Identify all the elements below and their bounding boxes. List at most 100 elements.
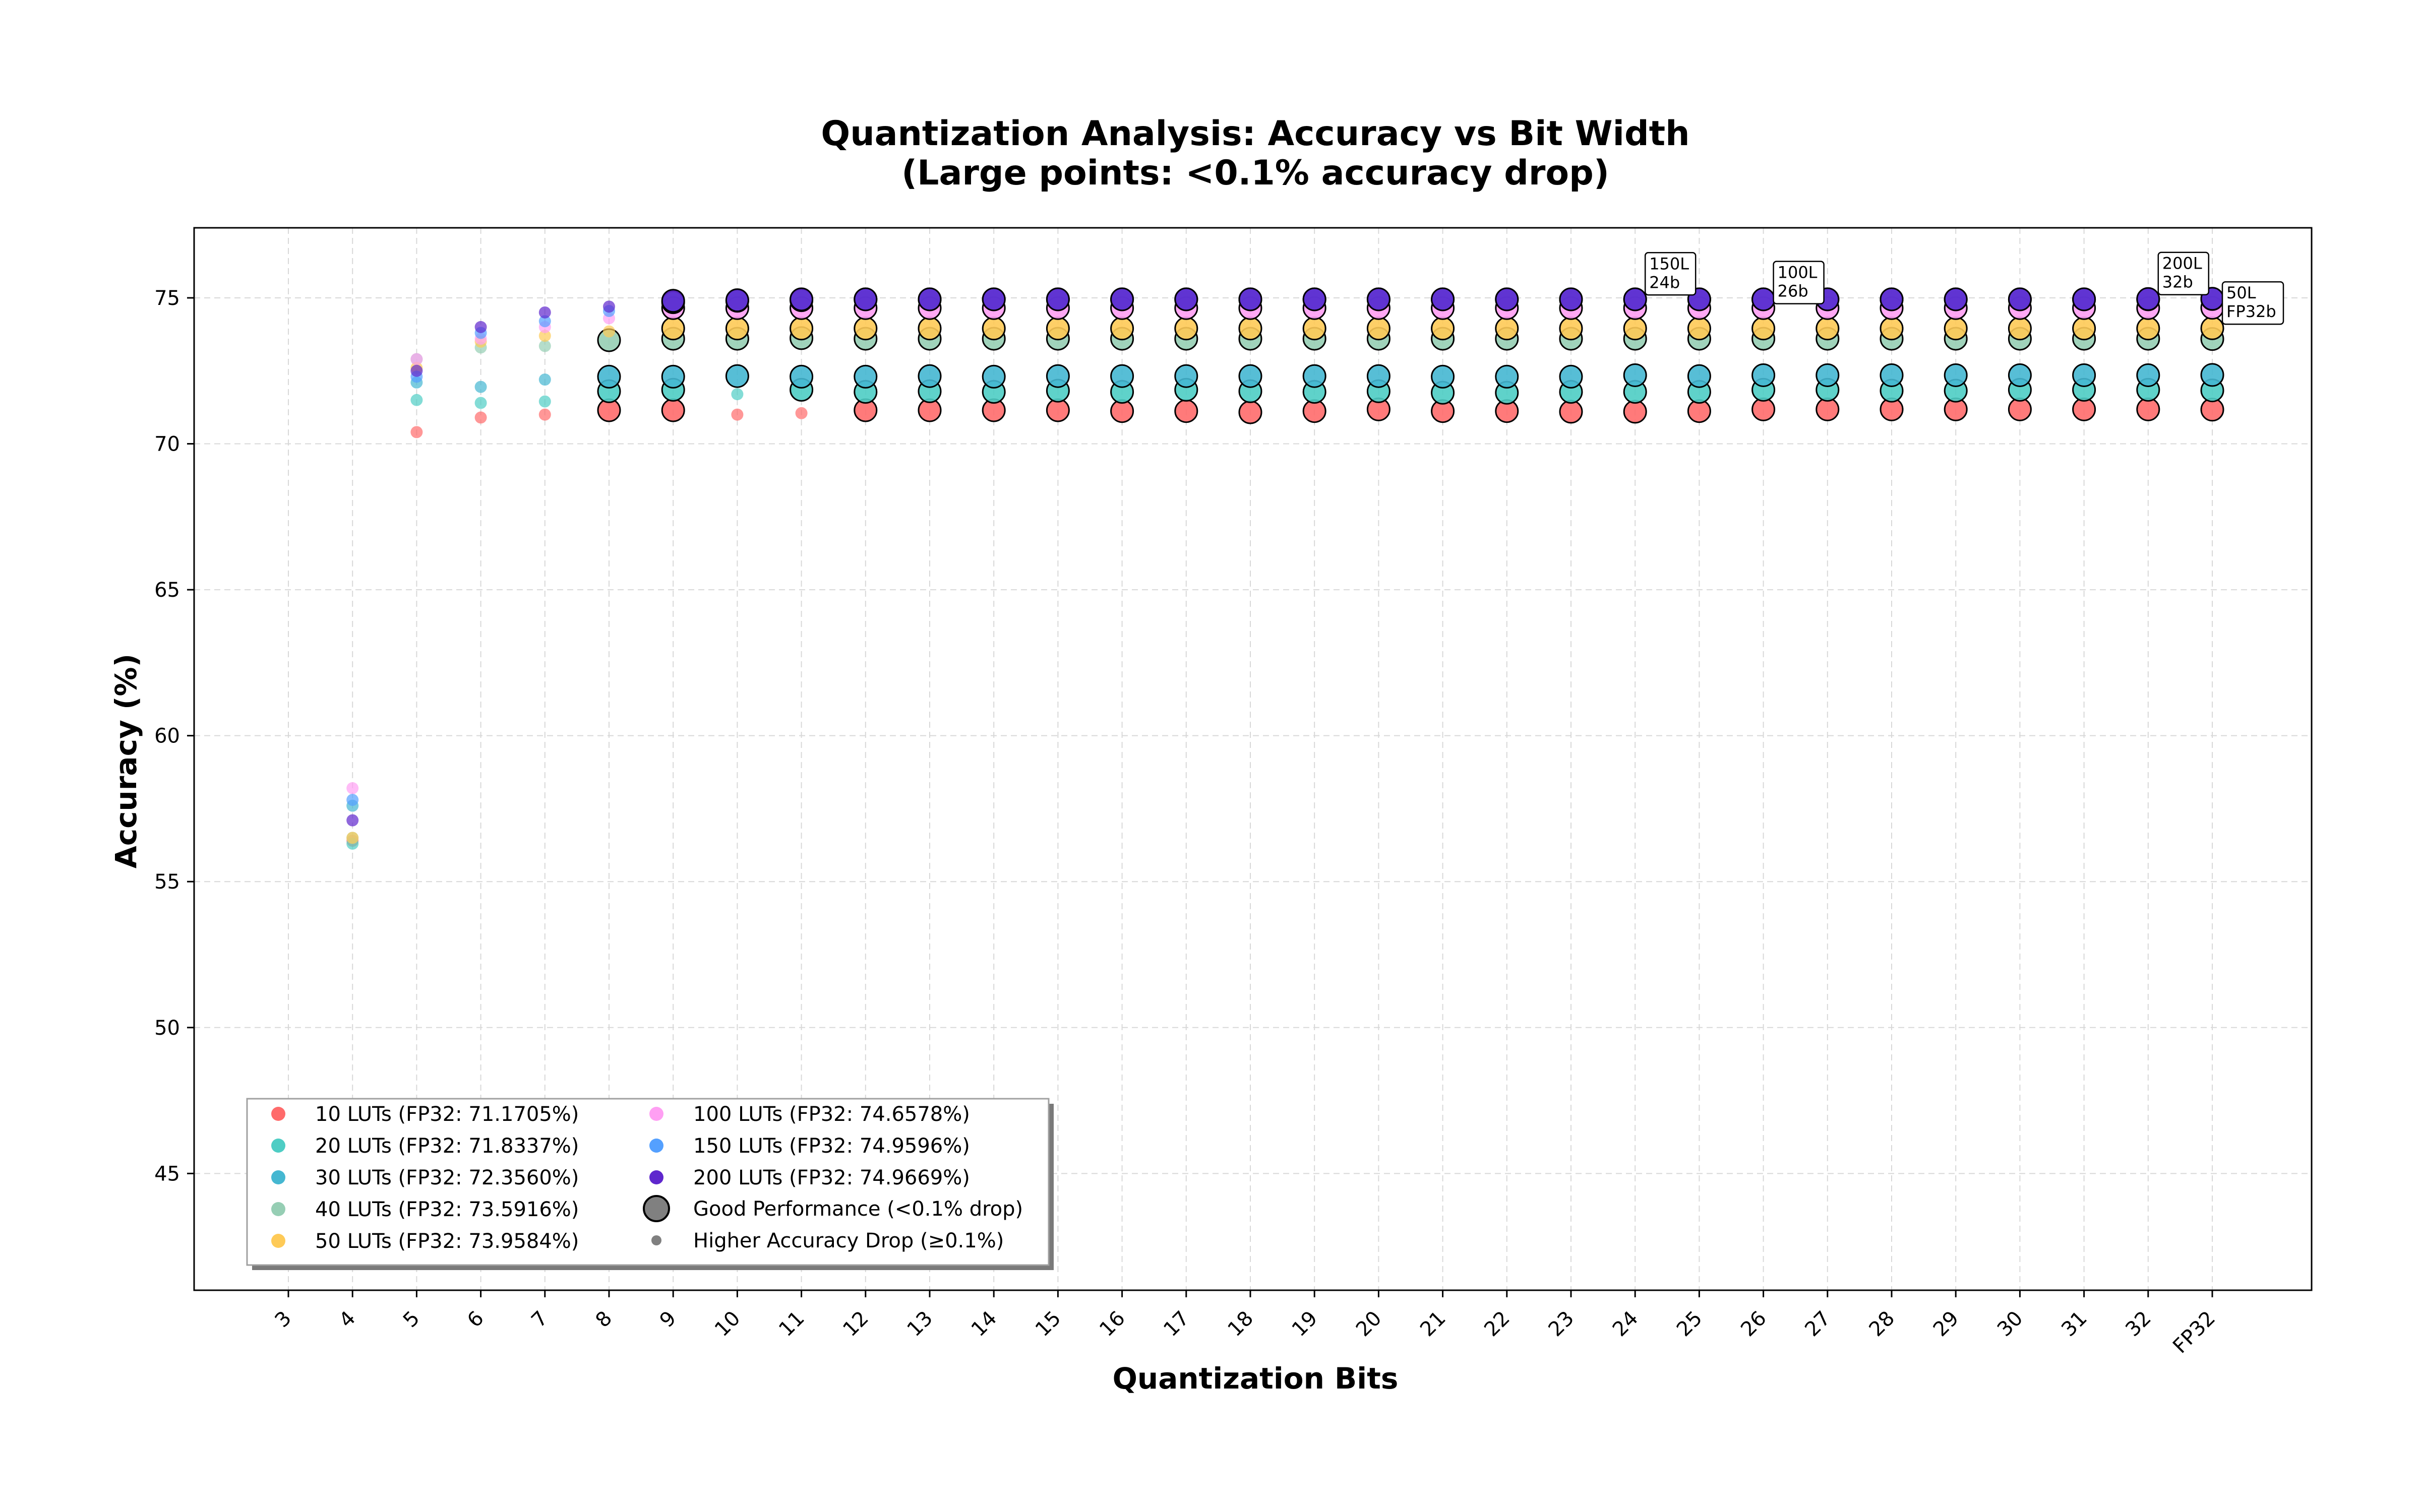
data-point xyxy=(661,364,685,389)
series-2 xyxy=(346,363,2224,812)
y-tick-label: 55 xyxy=(154,870,180,894)
data-point xyxy=(1431,317,1455,341)
legend-marker xyxy=(649,1170,663,1184)
x-tick-label: 10 xyxy=(710,1307,745,1342)
data-point xyxy=(918,364,942,388)
data-point xyxy=(410,394,423,406)
data-point xyxy=(1366,317,1390,341)
x-tick-label: 3 xyxy=(271,1307,296,1333)
annotation-text: 50L xyxy=(2226,283,2256,302)
data-point xyxy=(2136,363,2160,387)
x-tick-label: 27 xyxy=(1800,1307,1835,1342)
x-tick-label: 21 xyxy=(1416,1307,1450,1342)
data-point xyxy=(1431,364,1455,389)
data-point xyxy=(1110,287,1134,311)
data-point xyxy=(1366,364,1390,388)
data-point xyxy=(1366,287,1390,311)
data-point xyxy=(1880,317,1904,341)
legend-marker-good xyxy=(643,1195,670,1222)
x-tick-label: 18 xyxy=(1224,1307,1258,1342)
legend-marker xyxy=(271,1202,285,1216)
data-point xyxy=(1880,287,1904,311)
x-tick-label: 24 xyxy=(1608,1307,1643,1342)
data-point xyxy=(1238,287,1262,311)
data-point xyxy=(918,317,942,341)
data-point xyxy=(346,794,359,806)
y-tick-label: 45 xyxy=(154,1162,180,1185)
data-point xyxy=(1174,287,1198,311)
data-point xyxy=(1110,364,1134,388)
legend-label: 40 LUTs (FP32: 73.5916%) xyxy=(315,1198,579,1221)
data-point xyxy=(1174,317,1198,341)
series-6 xyxy=(346,287,2224,806)
annotation-text: 150L xyxy=(1649,254,1689,273)
x-tick-label: FP32 xyxy=(2168,1307,2220,1358)
data-point xyxy=(538,330,551,342)
x-tick-label: 32 xyxy=(2121,1307,2156,1342)
data-point xyxy=(1046,287,1070,311)
data-point xyxy=(410,353,423,365)
x-tick-label: 6 xyxy=(463,1307,489,1333)
data-point xyxy=(597,364,621,389)
legend-label-drop: Higher Accuracy Drop (≥0.1%) xyxy=(693,1229,1004,1252)
series-7 xyxy=(346,287,2224,827)
data-point xyxy=(2008,363,2032,387)
legend-marker xyxy=(649,1107,663,1121)
data-point xyxy=(2136,287,2160,311)
data-point xyxy=(2200,363,2224,387)
x-tick-label: 8 xyxy=(591,1307,617,1333)
data-point xyxy=(1944,363,1968,387)
data-point xyxy=(2008,317,2032,341)
data-point xyxy=(1623,317,1647,341)
data-point xyxy=(854,287,878,311)
data-point xyxy=(1046,364,1070,388)
y-tick-label: 50 xyxy=(154,1017,180,1040)
x-tick-label: 13 xyxy=(903,1307,938,1342)
legend-label: 10 LUTs (FP32: 71.1705%) xyxy=(315,1103,579,1126)
annotation-text: 26b xyxy=(1778,282,1808,301)
data-point xyxy=(661,398,685,422)
y-tick-label: 70 xyxy=(154,433,180,456)
data-point xyxy=(474,397,487,409)
data-point xyxy=(982,317,1006,341)
data-point xyxy=(1944,317,1968,341)
data-point xyxy=(661,289,685,313)
data-point xyxy=(538,340,551,352)
data-point xyxy=(1110,317,1134,341)
legend-marker-drop xyxy=(651,1235,661,1245)
data-point xyxy=(2136,317,2160,341)
x-tick-label: 16 xyxy=(1095,1307,1130,1342)
legend-items: 10 LUTs (FP32: 71.1705%) 20 LUTs (FP32: 7… xyxy=(271,1103,970,1253)
data-point xyxy=(346,782,359,794)
data-point xyxy=(731,408,744,421)
x-tick-label: 19 xyxy=(1288,1307,1322,1342)
data-point xyxy=(1559,364,1583,389)
annotation-box xyxy=(1644,252,1697,296)
data-point xyxy=(346,832,359,844)
y-tick-label: 60 xyxy=(154,725,180,748)
data-point xyxy=(1046,317,1070,341)
y-tick-label: 65 xyxy=(154,579,180,602)
data-point xyxy=(1174,399,1198,423)
data-point xyxy=(538,306,551,319)
data-point xyxy=(1559,317,1583,341)
x-tick-label: 7 xyxy=(527,1307,553,1333)
data-point xyxy=(1238,364,1262,388)
points-layer xyxy=(346,287,2224,850)
data-point xyxy=(795,407,808,419)
data-point xyxy=(1751,317,1776,341)
data-point xyxy=(1751,363,1776,387)
data-point xyxy=(731,388,744,401)
data-point xyxy=(538,315,551,328)
data-point xyxy=(1238,317,1262,341)
plot-frame xyxy=(193,227,2313,1291)
x-tick-label: 31 xyxy=(2057,1307,2092,1342)
data-point xyxy=(1623,363,1647,387)
data-point xyxy=(1623,400,1647,424)
x-tick-label: 26 xyxy=(1736,1307,1771,1342)
data-point xyxy=(1431,287,1455,311)
legend-label-good: Good Performance (<0.1% drop) xyxy=(693,1198,1023,1221)
legend-marker xyxy=(649,1139,663,1153)
